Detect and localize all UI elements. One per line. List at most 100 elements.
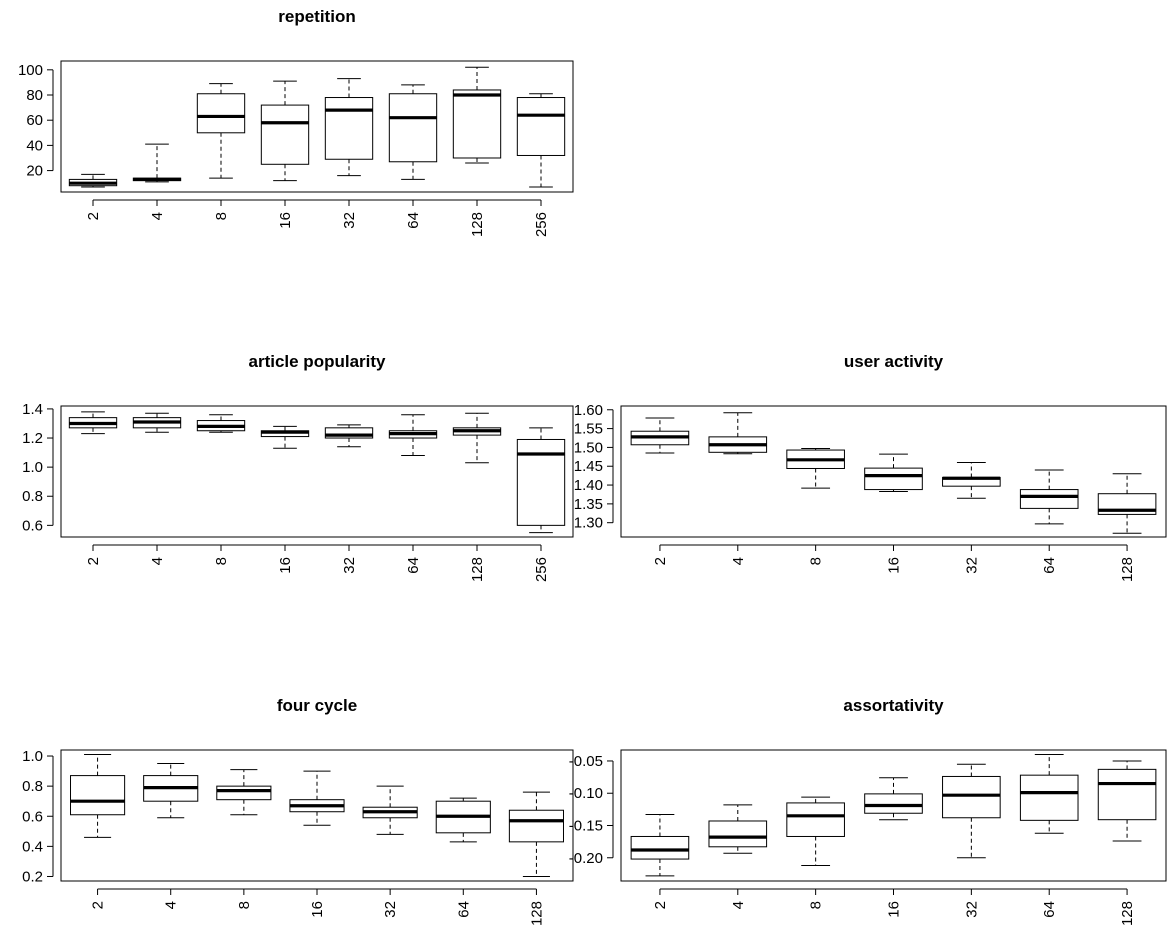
iqr-box: [786, 802, 845, 837]
y-tick-label: 1.50: [574, 439, 603, 456]
x-tick-label: 32: [382, 901, 399, 918]
box-2: [68, 411, 118, 435]
box-32: [362, 785, 418, 835]
iqr-box: [452, 89, 502, 159]
box-64: [1019, 754, 1079, 834]
x-axis: 2 4 8 16 32 64 128: [652, 888, 1136, 926]
x-tick-label: 32: [341, 557, 358, 574]
x-tick-label: 128: [469, 212, 486, 237]
y-tick-label: 0.2: [22, 868, 43, 885]
x-tick-label: 16: [277, 557, 294, 574]
y-tick-label: 1.2: [22, 430, 43, 447]
x-tick-label: 8: [213, 212, 230, 220]
panel-four-cycle: four cycle 0.2 0.4 0.6 0.8 1.0 2 4 8 16 32 64 128: [22, 696, 574, 926]
box-64: [388, 84, 438, 180]
box-128: [452, 412, 502, 464]
x-tick-label: 64: [405, 557, 422, 574]
x-tick-label: 64: [455, 901, 472, 918]
x-axis: 2 4 8 16 32 64 128 256: [85, 544, 550, 582]
x-tick-label: 2: [652, 557, 669, 565]
iqr-box: [216, 785, 272, 801]
iqr-box: [1019, 774, 1079, 821]
x-tick-label: 128: [1119, 901, 1136, 926]
box-16: [260, 80, 310, 182]
panel-assortativity: assortativity -0.20 -0.15 -0.10 -0.05 2 4 8 16 32…: [569, 696, 1167, 926]
y-tick-label: 0.8: [22, 778, 43, 795]
box-4: [708, 412, 768, 455]
y-axis: -0.20 -0.15 -0.10 -0.05: [569, 753, 614, 867]
y-tick-label: 0.8: [22, 488, 43, 505]
y-tick-label: 40: [26, 137, 43, 154]
x-tick-label: 64: [1041, 557, 1058, 574]
panel-title: assortativity: [843, 696, 944, 715]
y-tick-label: 1.40: [574, 477, 603, 494]
box-32: [324, 78, 374, 177]
y-tick-label: -0.20: [569, 850, 603, 867]
iqr-box: [516, 438, 566, 526]
y-tick-label: 60: [26, 112, 43, 129]
y-tick-label: 1.4: [22, 401, 43, 418]
box-256: [516, 93, 566, 188]
y-tick-label: 0.6: [22, 808, 43, 825]
y-axis: 1.30 1.35 1.40 1.45 1.501.55 1.60: [574, 402, 614, 532]
x-tick-label: 32: [963, 901, 980, 918]
plot-frame: [60, 60, 574, 193]
x-tick-label: 32: [963, 557, 980, 574]
iqr-box: [324, 97, 374, 160]
box-16: [260, 425, 310, 449]
y-tick-label: 1.35: [574, 496, 603, 513]
y-axis: 0.6 0.8 1.0 1.2 1.4: [22, 401, 54, 534]
box-256: [516, 427, 566, 534]
y-tick-label: -0.10: [569, 785, 603, 802]
iqr-box: [630, 835, 690, 860]
box-16: [864, 453, 923, 492]
x-axis: 2 4 8 16 32 64 128: [90, 888, 545, 926]
box-128: [1097, 473, 1157, 534]
y-tick-label: 0.6: [22, 517, 43, 534]
y-axis: 20 40 60 80 100: [18, 62, 54, 180]
iqr-box: [260, 104, 310, 165]
box-128: [1097, 760, 1157, 842]
y-tick-label: 1.0: [22, 748, 43, 765]
x-tick-label: 4: [149, 212, 166, 220]
box-4: [132, 412, 182, 433]
panel-title: repetition: [278, 7, 355, 26]
x-axis: 2 4 8 16 32 64 128: [652, 544, 1136, 582]
x-tick-label: 8: [808, 557, 825, 565]
plot-frame: [60, 749, 574, 882]
y-tick-label: -0.15: [569, 818, 603, 835]
box-32: [942, 461, 1001, 499]
box-128: [452, 66, 502, 164]
plot-frame: [60, 405, 574, 538]
y-tick-label: 1.55: [574, 421, 603, 438]
panel-title: article popularity: [249, 352, 387, 371]
box-4: [132, 143, 182, 183]
x-tick-label: 32: [341, 212, 358, 229]
x-tick-label: 2: [90, 901, 107, 909]
y-tick-label: 1.30: [574, 515, 603, 532]
y-tick-label: 20: [26, 163, 43, 180]
box-8: [196, 414, 246, 433]
iqr-box: [708, 820, 768, 848]
panel-article-popularity: article popularity 0.6 0.8 1.0 1.2 1.4 2 4 8 16 32…: [22, 352, 574, 582]
iqr-box: [70, 775, 126, 816]
panel-title: four cycle: [277, 696, 357, 715]
x-tick-label: 4: [163, 901, 180, 909]
iqr-box: [388, 93, 438, 163]
box-4: [708, 804, 768, 854]
x-tick-label: 256: [533, 212, 550, 237]
y-tick-label: -0.05: [569, 753, 603, 770]
y-tick-label: 100: [18, 62, 43, 79]
iqr-box: [1019, 489, 1079, 509]
box-128: [508, 791, 564, 877]
x-tick-label: 128: [528, 901, 545, 926]
y-tick-label: 1.60: [574, 402, 603, 419]
iqr-box: [508, 809, 564, 843]
box-16: [864, 777, 923, 821]
box-8: [196, 83, 246, 179]
x-tick-label: 8: [213, 557, 230, 565]
y-tick-label: 0.4: [22, 838, 43, 855]
box-2: [630, 814, 690, 877]
box-8: [786, 796, 845, 867]
y-tick-label: 1.0: [22, 459, 43, 476]
